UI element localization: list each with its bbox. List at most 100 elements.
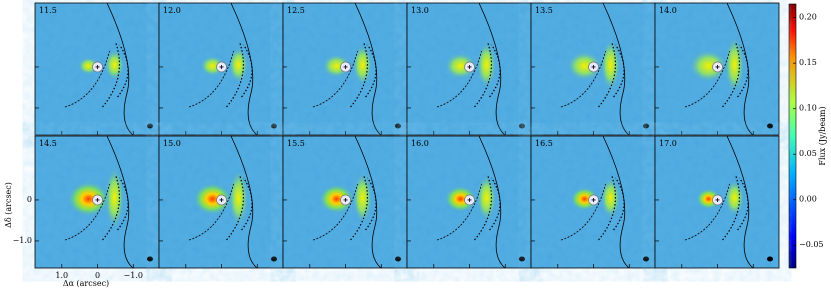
- emission-west: [600, 38, 621, 91]
- channel-label: 15.0: [163, 139, 181, 148]
- star-cross: [343, 197, 348, 202]
- panel: 12.5: [282, 2, 408, 136]
- emission-west: [104, 49, 125, 81]
- emission-west: [228, 169, 249, 227]
- channel-label: 14.5: [39, 139, 57, 148]
- panel: 14.0: [654, 2, 780, 136]
- orbit-curve: [489, 44, 501, 98]
- orbit-curve: [737, 177, 749, 231]
- y-tick-label: 0: [27, 195, 32, 204]
- star-cross: [467, 64, 472, 69]
- orbit-curve: [602, 2, 630, 136]
- panel: 13.0: [406, 2, 532, 136]
- beam: [643, 123, 649, 129]
- beam: [519, 123, 525, 129]
- channel-label: 14.0: [659, 6, 677, 15]
- panel: 16.5: [530, 135, 656, 269]
- beam: [271, 123, 277, 129]
- channel-label: 13.5: [535, 6, 553, 15]
- star-cross: [219, 64, 224, 69]
- x-tick-label: −1.0: [124, 271, 143, 280]
- colorbar-tick-label: 0.20: [799, 13, 817, 22]
- emission-west: [104, 166, 125, 230]
- emission-east: [66, 180, 111, 217]
- x-tick-label: 1.0: [55, 271, 68, 280]
- orbit-curve: [102, 174, 121, 241]
- orbit-curve: [117, 44, 129, 98]
- orbit-curve: [722, 41, 741, 108]
- orbit-curve: [474, 174, 493, 241]
- colorbar-tick-label: 0.10: [799, 104, 817, 113]
- beam: [271, 256, 277, 262]
- orbit-curve: [598, 41, 617, 108]
- star-cross: [95, 197, 100, 202]
- star-cross: [715, 197, 720, 202]
- channel-label: 13.0: [411, 6, 429, 15]
- colorbar: [788, 3, 797, 269]
- emission-west: [600, 177, 621, 219]
- orbit-curve: [478, 2, 506, 136]
- orbit-curve: [726, 135, 754, 269]
- panel-frame: [654, 2, 780, 136]
- orbit-curve: [350, 174, 369, 241]
- orbit-curve: [365, 44, 377, 98]
- orbit-curve: [241, 177, 253, 231]
- star-cross: [219, 197, 224, 202]
- channel-label: 16.5: [535, 139, 553, 148]
- panel: 15.0: [158, 135, 284, 269]
- panel: 13.5: [530, 2, 656, 136]
- orbit-curve: [350, 41, 369, 108]
- star-cross: [343, 64, 348, 69]
- emission-east: [322, 53, 351, 78]
- star-cross: [467, 197, 472, 202]
- panel: 12.0: [158, 2, 284, 136]
- beam: [395, 123, 401, 129]
- y-axis-label: Δδ (arcsec): [4, 182, 13, 228]
- colorbar-label: Flux (Jy/beam): [818, 106, 827, 165]
- emission-west: [724, 36, 745, 94]
- emission-west: [724, 179, 745, 217]
- panel: 16.0: [406, 135, 532, 269]
- emission-east: [688, 49, 729, 83]
- panel: 15.5: [282, 135, 408, 269]
- channel-label: 12.0: [163, 6, 181, 15]
- orbit-curve: [230, 2, 258, 136]
- emission-west: [476, 174, 497, 222]
- orbit-curve: [241, 44, 253, 98]
- orbit-curve: [726, 2, 754, 136]
- beam: [767, 256, 773, 262]
- channel-label: 15.5: [287, 139, 305, 148]
- panel: 17.0: [654, 135, 780, 269]
- beam: [643, 256, 649, 262]
- beam: [767, 123, 773, 129]
- orbit-curve: [478, 135, 506, 269]
- emission-east: [570, 186, 599, 211]
- orbit-curve: [613, 44, 625, 98]
- emission-west: [228, 46, 249, 84]
- orbit-curve: [102, 41, 121, 108]
- emission-west: [476, 41, 497, 89]
- emission-east: [318, 183, 355, 214]
- star-cross: [715, 64, 720, 69]
- orbit-curve: [117, 177, 129, 231]
- orbit-curve: [737, 44, 749, 98]
- emission-east: [566, 50, 603, 81]
- orbit-curve: [365, 177, 377, 231]
- emission-east: [444, 52, 477, 80]
- x-tick-label: 0: [95, 271, 100, 280]
- orbit-curve: [106, 2, 134, 136]
- orbit-curve: [474, 41, 493, 108]
- orbit-curve: [106, 135, 134, 269]
- orbit-curve: [722, 174, 741, 241]
- colorbar-tick-label: 0.05: [799, 149, 817, 158]
- star-cross: [591, 64, 596, 69]
- channel-label: 12.5: [287, 6, 305, 15]
- star-cross: [591, 197, 596, 202]
- channel-label: 17.0: [659, 139, 677, 148]
- panel: 11.5: [34, 2, 160, 136]
- beam: [395, 256, 401, 262]
- orbit-curve: [230, 135, 258, 269]
- orbit-curve: [226, 41, 245, 108]
- orbit-curve: [489, 177, 501, 231]
